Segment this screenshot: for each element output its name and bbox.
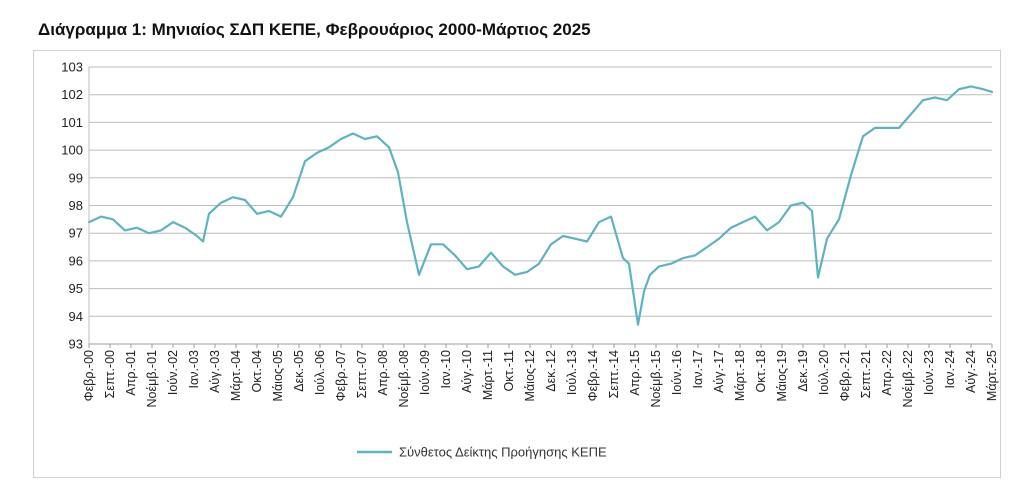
y-tick-label: 102 bbox=[61, 87, 83, 102]
x-tick-label: Ιαν.-03 bbox=[187, 350, 201, 389]
x-tick-label: Μάιος-12 bbox=[523, 350, 537, 402]
x-tick-label: Μάρτ.-11 bbox=[481, 350, 495, 400]
x-tick-label: Δεκ.-12 bbox=[544, 350, 558, 392]
y-tick-label: 97 bbox=[69, 226, 83, 241]
x-tick-label: Σεπτ.-07 bbox=[355, 350, 369, 398]
x-tick-label: Ιαν.-24 bbox=[943, 350, 957, 389]
x-tick-label: Οκτ.-04 bbox=[250, 350, 264, 392]
x-tick-label: Απρ.-01 bbox=[124, 350, 138, 396]
x-tick-label: Αύγ.-24 bbox=[964, 350, 978, 393]
legend-label: Σύνθετος Δείκτης Προήγησης ΚΕΠΕ bbox=[399, 445, 607, 460]
x-tick-label: Οκτ.-18 bbox=[754, 350, 768, 392]
x-tick-label: Σεπτ.-00 bbox=[103, 350, 117, 398]
x-tick-label: Μάιος-05 bbox=[271, 350, 285, 402]
x-tick-label: Νοέμβ.-01 bbox=[145, 350, 159, 408]
x-tick-label: Ιαν.-10 bbox=[439, 350, 453, 389]
y-tick-label: 95 bbox=[69, 281, 83, 296]
y-tick-label: 93 bbox=[69, 337, 83, 352]
gridlines bbox=[88, 66, 992, 345]
x-tick-label: Μάρτ.-18 bbox=[733, 350, 747, 401]
x-tick-label: Μάιος-19 bbox=[775, 350, 789, 402]
x-tick-label: Ιούλ.-13 bbox=[565, 350, 579, 395]
x-tick-label: Σεπτ.-14 bbox=[607, 350, 621, 398]
legend: Σύνθετος Δείκτης Προήγησης ΚΕΠΕ bbox=[357, 445, 607, 460]
x-tick-label: Ιούν.-09 bbox=[418, 350, 432, 395]
x-tick-label: Ιούν.-16 bbox=[670, 350, 684, 395]
x-tick-label: Αύγ.-17 bbox=[712, 350, 726, 393]
series-layer bbox=[87, 85, 994, 326]
x-tick-label: Νοέμβ.-15 bbox=[649, 350, 663, 408]
x-tick-label: Αύγ.-10 bbox=[460, 350, 474, 393]
x-tick-label: Απρ.-15 bbox=[628, 350, 642, 396]
series-line bbox=[87, 85, 994, 326]
x-tick-label: Αύγ.-03 bbox=[208, 350, 222, 393]
y-tick-label: 96 bbox=[69, 253, 83, 268]
chart-title: Διάγραμμα 1: Μηνιαίος ΣΔΠ ΚΕΠΕ, Φεβρουάρ… bbox=[38, 20, 591, 39]
x-tick-label: Δεκ.-19 bbox=[796, 350, 810, 392]
y-tick-label: 100 bbox=[61, 143, 83, 158]
x-tick-label: Ιούλ.-20 bbox=[817, 350, 831, 395]
x-tick-label: Σεπτ.-21 bbox=[859, 350, 873, 398]
x-tick-label: Νοέμβ.-22 bbox=[901, 350, 915, 408]
y-tick-label: 98 bbox=[69, 198, 83, 213]
y-tick-label: 94 bbox=[69, 309, 83, 324]
x-tick-label: Δεκ.-05 bbox=[292, 350, 306, 392]
chart-frame: 93 94 95 96 97 98 99 100 101 102 103 Φεβρ.-00 Σεπτ.… bbox=[33, 50, 1001, 478]
x-tick-label: Απρ.-08 bbox=[376, 350, 390, 396]
x-tick-label: Νοέμβ.-08 bbox=[397, 350, 411, 408]
x-tick-label: Μάρτ.-04 bbox=[229, 350, 243, 401]
x-axis: Φεβρ.-00 Σεπτ.-00 Απρ.-01 Νοέμβ.-01 Ιούν.-02… bbox=[82, 343, 999, 408]
x-tick-label: Ιούν.-23 bbox=[922, 350, 936, 395]
x-tick-label: Φεβρ.-21 bbox=[838, 350, 852, 401]
x-tick-label: Απρ.-22 bbox=[880, 350, 894, 396]
line-chart: 93 94 95 96 97 98 99 100 101 102 103 Φεβρ.-00 Σεπτ.… bbox=[61, 60, 999, 460]
x-tick-label: Ιούλ.-06 bbox=[313, 350, 327, 395]
x-tick-label: Φεβρ.-14 bbox=[586, 350, 600, 401]
x-tick-label: Μάρτ.-25 bbox=[985, 350, 999, 401]
x-tick-label: Φεβρ.-00 bbox=[82, 350, 96, 401]
x-tick-label: Ιαν.-17 bbox=[691, 350, 705, 389]
y-tick-label: 99 bbox=[69, 170, 83, 185]
y-axis-ticks: 93 94 95 96 97 98 99 100 101 102 103 bbox=[61, 60, 83, 352]
x-tick-label: Ιούν.-02 bbox=[166, 350, 180, 395]
y-tick-label: 101 bbox=[61, 115, 83, 130]
x-tick-label: Φεβρ.-07 bbox=[334, 350, 348, 401]
y-tick-label: 103 bbox=[61, 60, 83, 75]
x-tick-label: Οκτ.-11 bbox=[502, 350, 516, 392]
